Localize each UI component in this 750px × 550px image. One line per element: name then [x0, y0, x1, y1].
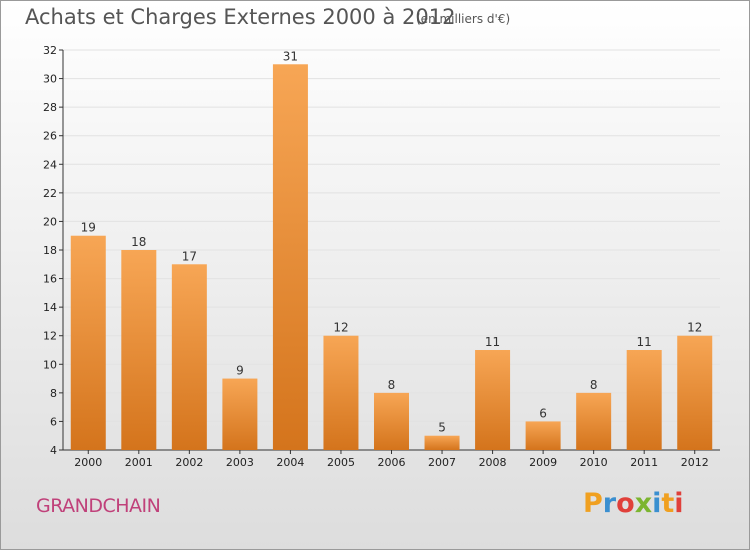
- y-tick-label: 24: [43, 158, 57, 171]
- city-name: GRANDCHAIN: [36, 495, 161, 517]
- data-label: 8: [388, 378, 396, 392]
- logo-letter: x: [634, 488, 653, 519]
- data-label: 12: [687, 321, 702, 335]
- data-label: 17: [182, 249, 197, 263]
- data-label: 8: [590, 378, 598, 392]
- data-label: 31: [283, 49, 298, 63]
- bar: [171, 264, 207, 450]
- x-tick-label: 2012: [681, 456, 709, 469]
- bars: [70, 64, 713, 451]
- y-tick-label: 28: [43, 101, 57, 114]
- y-tick-label: 30: [43, 73, 57, 86]
- x-tick-label: 2006: [378, 456, 406, 469]
- y-tick-label: 20: [43, 215, 57, 228]
- x-tick-label: 2001: [125, 456, 153, 469]
- x-tick-label: 2008: [479, 456, 507, 469]
- x-tick-label: 2002: [175, 456, 203, 469]
- bar: [121, 250, 157, 450]
- bar: [626, 350, 662, 450]
- y-tick-label: 18: [43, 244, 57, 257]
- logo-letter: t: [661, 488, 675, 519]
- y-tick-label: 8: [50, 387, 57, 400]
- y-tick-label: 22: [43, 187, 57, 200]
- x-tick-label: 2003: [226, 456, 254, 469]
- proxiti-logo: Proxiti: [583, 488, 684, 519]
- y-tick-label: 10: [43, 358, 57, 371]
- x-tick-label: 2004: [276, 456, 304, 469]
- x-tick-label: 2000: [74, 456, 102, 469]
- bar: [475, 350, 511, 450]
- y-tick-label: 6: [50, 415, 57, 428]
- labels: 4 6 8 10 12 14 16 18 20 22 24 26 28 30 32 19 2000 18 2001 1…: [43, 44, 709, 469]
- data-label: 5: [438, 421, 446, 435]
- y-tick-label: 4: [50, 444, 57, 457]
- y-tick-label: 32: [43, 44, 57, 57]
- bar: [374, 392, 409, 450]
- logo-letter: i: [652, 488, 662, 519]
- data-label: 6: [539, 406, 547, 420]
- data-label: 11: [485, 335, 500, 349]
- bar: [677, 335, 713, 450]
- y-tick-label: 16: [43, 273, 57, 286]
- logo-letter: P: [583, 488, 603, 519]
- bar: [272, 64, 308, 451]
- logo-letter: o: [616, 488, 635, 519]
- logo-letter: i: [674, 488, 684, 519]
- chart-title: Achats et Charges Externes 2000 à 2012: [25, 5, 456, 29]
- bar: [424, 435, 460, 450]
- bar: [525, 421, 561, 450]
- y-tick-label: 12: [43, 330, 57, 343]
- bar: [70, 235, 106, 450]
- x-tick-label: 2009: [529, 456, 557, 469]
- data-label: 19: [81, 221, 96, 235]
- chart-unit: (en milliers d'€): [416, 12, 511, 26]
- x-tick-label: 2010: [580, 456, 608, 469]
- data-label: 11: [637, 335, 652, 349]
- x-tick-label: 2007: [428, 456, 456, 469]
- y-tick-label: 14: [43, 301, 57, 314]
- x-tick-label: 2005: [327, 456, 355, 469]
- bar: [222, 378, 258, 450]
- y-tick-label: 26: [43, 130, 57, 143]
- data-label: 9: [236, 364, 244, 378]
- data-label: 18: [131, 235, 146, 249]
- logo-letter: r: [602, 488, 617, 519]
- bar: [576, 392, 612, 450]
- data-label: 12: [333, 321, 348, 335]
- x-tick-label: 2011: [630, 456, 658, 469]
- bar: [323, 335, 359, 450]
